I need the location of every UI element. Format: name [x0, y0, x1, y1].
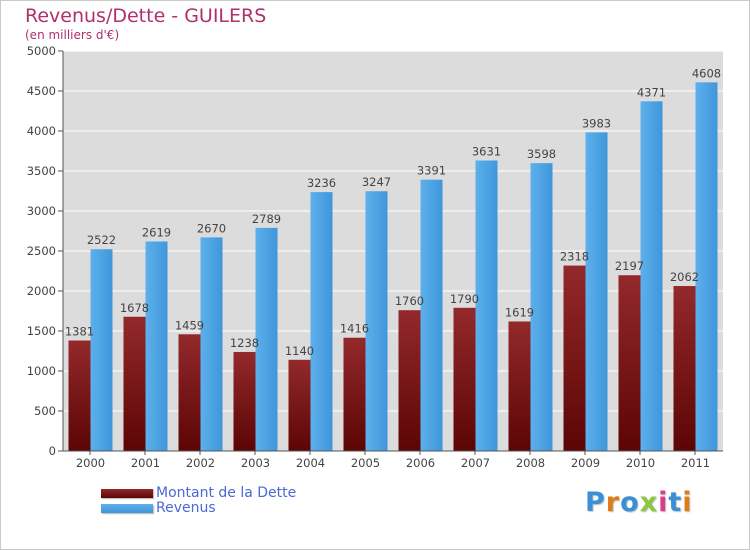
- x-tick-label: 2002: [186, 456, 215, 470]
- bar-dette: [288, 359, 311, 451]
- bar-dette: [68, 340, 91, 451]
- legend-swatch-dette: [101, 489, 153, 498]
- bar-dette: [233, 351, 256, 451]
- data-label-dette: 1381: [65, 325, 94, 339]
- y-tick-label: 2500: [27, 244, 56, 258]
- bar-revenus: [640, 101, 663, 451]
- y-tick-label: 500: [34, 404, 56, 418]
- bar-revenus: [310, 192, 333, 451]
- legend-swatch-revenus: [101, 504, 153, 513]
- y-tick-label: 0: [49, 444, 56, 458]
- bar-dette: [123, 316, 146, 451]
- bar-dette: [673, 286, 696, 451]
- logo-letter: x: [639, 487, 659, 518]
- x-tick-label: 2011: [681, 456, 710, 470]
- y-tick-label: 4500: [27, 84, 56, 98]
- data-label-revenus: 3983: [582, 116, 611, 130]
- data-label-dette: 1619: [505, 305, 534, 319]
- data-label-dette: 1238: [230, 336, 259, 350]
- data-label-dette: 1760: [395, 294, 424, 308]
- x-tick-label: 2003: [241, 456, 270, 470]
- chart-subtitle: (en milliers d'€): [25, 28, 120, 42]
- proxiti-logo: Proxiti: [585, 487, 693, 518]
- data-label-revenus: 2522: [87, 233, 116, 247]
- data-label-revenus: 3247: [362, 175, 391, 189]
- data-label-dette: 1790: [450, 292, 479, 306]
- bar-dette: [508, 321, 531, 451]
- bars: [68, 82, 718, 452]
- data-label-revenus: 3631: [472, 145, 501, 159]
- bar-revenus: [145, 241, 168, 451]
- bar-dette: [563, 265, 586, 451]
- x-tick-label: 2006: [406, 456, 435, 470]
- chart-title: Revenus/Dette - GUILERS: [25, 5, 267, 27]
- data-label-dette: 1678: [120, 301, 149, 315]
- data-label-revenus: 4371: [637, 85, 666, 99]
- data-label-dette: 1416: [340, 322, 369, 336]
- logo-letter: P: [585, 487, 606, 518]
- data-label-dette: 1459: [175, 318, 204, 332]
- bar-revenus: [365, 191, 388, 452]
- bar-dette: [618, 275, 641, 451]
- logo-letter: r: [605, 487, 621, 518]
- data-label-dette: 2062: [670, 270, 699, 284]
- y-tick-label: 2000: [27, 284, 56, 298]
- y-tick-label: 1500: [27, 324, 56, 338]
- bar-revenus: [200, 237, 223, 451]
- data-label-revenus: 2619: [142, 225, 171, 239]
- bar-revenus: [475, 160, 498, 451]
- logo-letter: o: [620, 487, 640, 518]
- data-label-revenus: 2670: [197, 221, 226, 235]
- legend-label-revenus: Revenus: [156, 500, 216, 516]
- bar-dette: [453, 307, 476, 451]
- y-tick-label: 5000: [27, 44, 56, 58]
- axes: 0 500 1000 1500 2000 2500 3000 3500 4000 4500 5000…: [27, 44, 723, 470]
- grid-lines: [63, 50, 723, 412]
- bar-dette: [178, 334, 201, 451]
- x-tick-label: 2010: [626, 456, 655, 470]
- data-label-dette: 2318: [560, 250, 589, 264]
- bar-dette: [398, 310, 421, 451]
- data-label-revenus: 3391: [417, 164, 446, 178]
- logo-letter: i: [682, 487, 693, 518]
- x-tick-label: 2009: [571, 456, 600, 470]
- bar-revenus: [90, 249, 113, 451]
- y-tick-label: 3000: [27, 204, 56, 218]
- data-label-dette: 2197: [615, 259, 644, 273]
- bar-revenus: [255, 227, 278, 451]
- bar-revenus: [530, 163, 553, 451]
- data-label-revenus: 3598: [527, 147, 556, 161]
- y-tick-label: 1000: [27, 364, 56, 378]
- legend-label-dette: Montant de la Dette: [156, 485, 297, 501]
- bar-revenus: [420, 179, 443, 451]
- data-labels: 1381 2522 1678 2619 1459 2670 1238 2789 1140 3236…: [65, 66, 721, 357]
- x-tick-label: 2004: [296, 456, 325, 470]
- data-label-dette: 1140: [285, 344, 314, 358]
- bar-revenus: [585, 132, 608, 452]
- data-label-revenus: 4608: [692, 66, 721, 80]
- logo-letter: t: [668, 487, 683, 518]
- data-label-revenus: 3236: [307, 176, 336, 190]
- x-tick-label: 2007: [461, 456, 490, 470]
- y-tick-label: 3500: [27, 164, 56, 178]
- logo-letter: i: [658, 487, 669, 518]
- x-tick-label: 2008: [516, 456, 545, 470]
- x-tick-label: 2000: [76, 456, 105, 470]
- bar-dette: [343, 337, 366, 451]
- x-tick-label: 2001: [131, 456, 160, 470]
- x-tick-label: 2005: [351, 456, 380, 470]
- y-tick-label: 4000: [27, 124, 56, 138]
- data-label-revenus: 2789: [252, 212, 281, 226]
- bar-revenus: [695, 82, 718, 452]
